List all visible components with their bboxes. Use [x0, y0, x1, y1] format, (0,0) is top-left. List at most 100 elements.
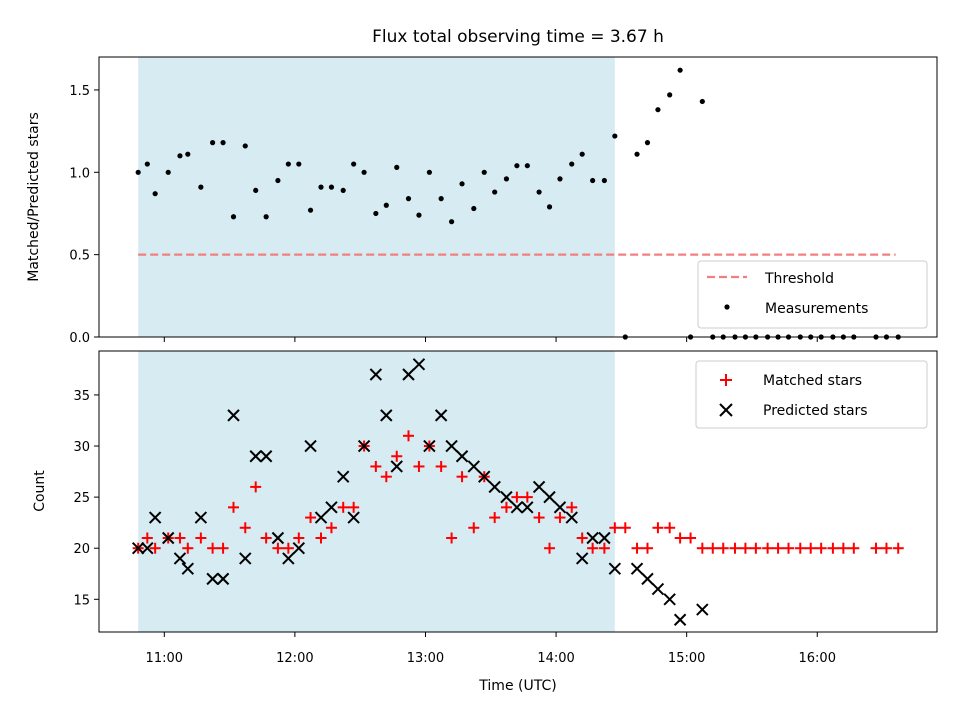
measurement-point — [655, 107, 661, 113]
predicted-star-point — [608, 562, 622, 575]
top-y-tick-label: 1.5 — [69, 84, 90, 99]
bottom-x-tick-label: 11:00 — [146, 651, 183, 666]
measurement-point — [492, 189, 498, 195]
matched-star-point — [631, 542, 643, 554]
matched-star-point — [239, 522, 251, 534]
matched-star-point — [468, 522, 480, 534]
matched-star-point — [456, 471, 468, 483]
predicted-star-point — [206, 572, 219, 586]
matched-star-point — [750, 542, 762, 554]
matched-star-point — [435, 460, 447, 472]
measurement-point — [503, 176, 510, 182]
matched-star-point — [664, 522, 676, 534]
predicted-star-point — [521, 501, 534, 514]
measurement-point — [471, 205, 477, 212]
measurement-point — [612, 133, 618, 139]
measurement-point — [351, 161, 357, 167]
predicted-star-point — [565, 511, 578, 524]
matched-star-point — [348, 501, 360, 513]
predicted-star-point — [500, 490, 513, 504]
predicted-star-point — [423, 439, 436, 453]
predicted-star-point — [162, 531, 175, 545]
predicted-star-point — [380, 409, 393, 422]
matched-star-point — [217, 542, 229, 554]
matched-star-point — [305, 512, 317, 524]
measurements-points — [135, 67, 901, 340]
predicted-legend-swatch — [719, 403, 733, 417]
measurement-point — [426, 169, 432, 175]
measurement-point — [579, 151, 585, 157]
top-y-tick-label: 0.0 — [69, 331, 90, 346]
predicted-star-point — [434, 409, 448, 422]
bottom-y-axis-label: Count — [32, 470, 48, 512]
predicted-star-point — [575, 552, 589, 565]
predicted-star-point — [488, 480, 501, 494]
bottom-axes-frame — [98, 350, 938, 633]
matched-star-point — [729, 542, 741, 554]
predicted-star-point — [510, 501, 524, 514]
predicted-star-point — [271, 531, 285, 545]
top-panel: 0.0 0.5 1.0 1.5 Matched/Predicted stars Thr… — [26, 56, 938, 346]
predicted-star-point — [696, 603, 709, 616]
matched-star-point — [783, 542, 795, 554]
predicted-star-point — [249, 450, 262, 463]
predicted-star-point — [131, 542, 145, 555]
matched-star-point — [282, 542, 294, 554]
measurement-point — [524, 163, 530, 169]
matched-star-point — [772, 542, 784, 554]
measurement-point — [152, 191, 158, 197]
measurement-point — [307, 207, 314, 213]
predicted-star-point — [553, 501, 567, 514]
measurement-point — [285, 161, 291, 167]
measurement-point — [459, 181, 465, 187]
matched-star-point — [805, 542, 817, 554]
measurement-point — [318, 184, 324, 190]
predicted-star-point — [325, 501, 338, 514]
measurement-point — [569, 161, 575, 167]
predicted-legend-label: Predicted stars — [763, 403, 868, 419]
matched-star-point — [641, 542, 653, 554]
predicted-star-point — [641, 572, 654, 586]
predicted-star-point — [282, 552, 295, 565]
measurement-point — [667, 92, 673, 98]
measurement-point — [536, 189, 542, 195]
matched-star-point — [837, 542, 849, 554]
matched-star-point — [174, 532, 186, 544]
matched-star-point — [707, 542, 719, 554]
predicted-star-point — [543, 490, 556, 504]
matched-star-point — [315, 532, 327, 544]
predicted-star-point — [173, 552, 187, 565]
top-observing-window — [138, 57, 615, 337]
measurements-legend-swatch — [724, 304, 730, 310]
matched-star-point — [325, 522, 337, 534]
matched-star-point — [566, 501, 578, 513]
bottom-x-tick-label: 16:00 — [799, 651, 836, 666]
measurement-point — [144, 161, 150, 167]
measurement-point — [394, 164, 400, 170]
predicted-stars-points — [131, 358, 709, 626]
predicted-star-point — [445, 439, 458, 453]
measurement-point — [644, 140, 651, 146]
measurement-point — [165, 169, 171, 175]
top-axes-frame — [98, 56, 938, 338]
matched-star-point — [260, 532, 272, 544]
top-legend-box — [697, 260, 928, 329]
matched-star-point — [272, 542, 284, 554]
measurement-point — [177, 153, 183, 159]
top-y-axis-label: Matched/Predicted stars — [26, 112, 42, 282]
measurement-point — [514, 163, 520, 169]
matched-star-point — [827, 542, 839, 554]
bottom-y-tick-label: 35 — [73, 389, 90, 404]
predicted-star-point — [227, 409, 240, 422]
matched-star-point — [619, 522, 631, 534]
predicted-star-point — [304, 439, 317, 453]
measurement-point — [198, 184, 204, 190]
measurement-point — [210, 140, 216, 146]
measurement-point — [328, 184, 335, 190]
matched-star-point — [674, 532, 686, 544]
measurement-point — [481, 169, 487, 175]
measurement-point — [230, 214, 237, 220]
matched-star-point — [337, 501, 349, 513]
matched-star-point — [554, 512, 566, 524]
